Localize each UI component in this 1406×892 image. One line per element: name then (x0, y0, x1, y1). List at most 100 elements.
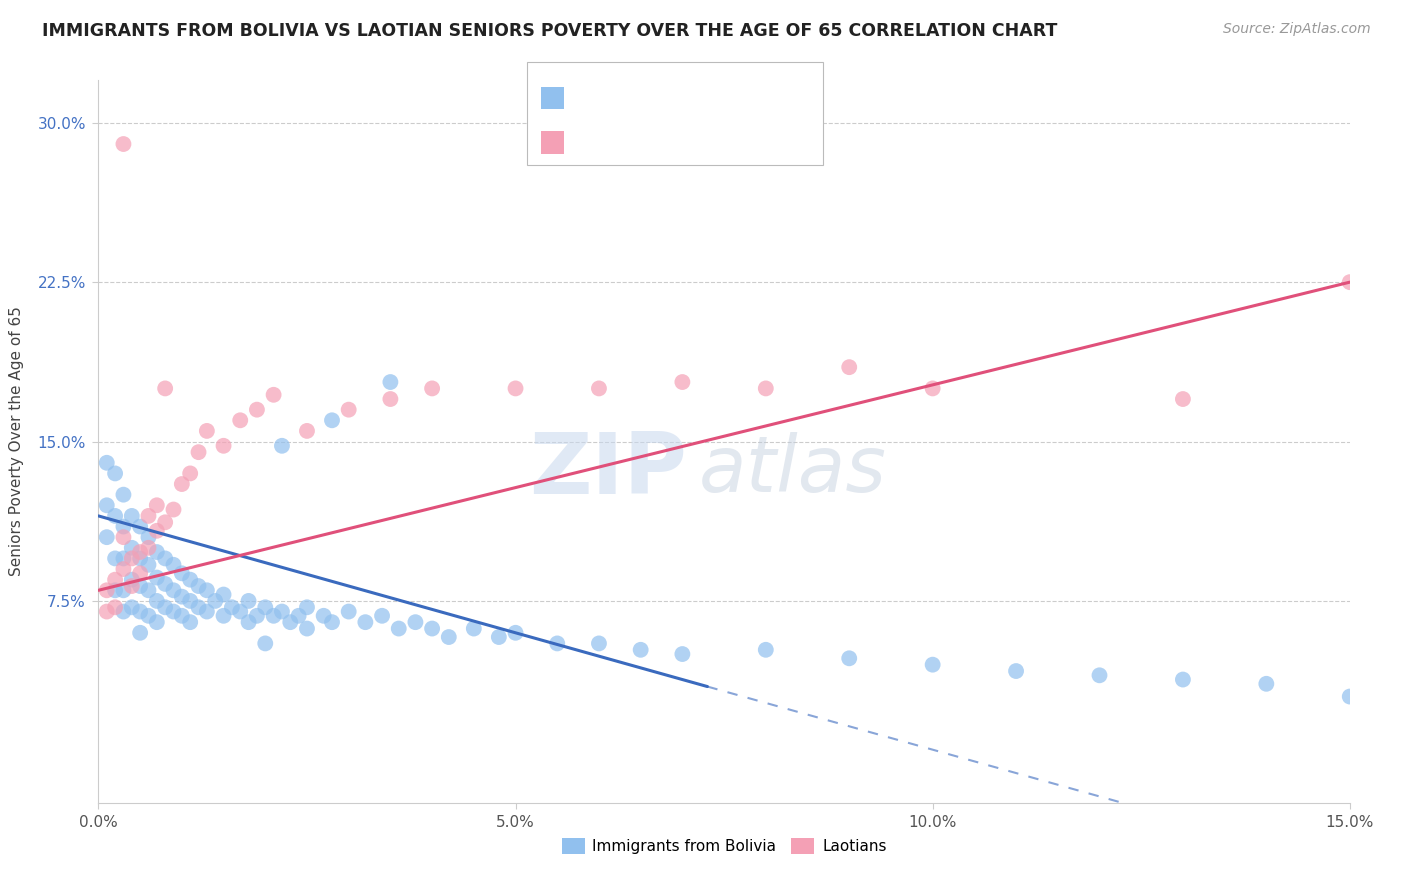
Point (755, 381, 778, 395)
Point (129, 519, 152, 533)
Point (354, 615, 377, 630)
Point (153, 551, 176, 566)
Point (112, 530, 135, 544)
Point (295, 424, 318, 438)
Point (337, 605, 360, 619)
Point (287, 608, 309, 623)
Point (437, 630, 460, 644)
Point (112, 136, 135, 151)
Point (104, 508, 127, 523)
Point (238, 615, 260, 630)
Point (588, 381, 610, 395)
Point (170, 477, 193, 491)
Point (138, 508, 160, 523)
Point (755, 642, 778, 657)
Point (838, 360, 860, 375)
Point (1171, 392, 1194, 406)
Point (112, 519, 135, 533)
Point (146, 498, 169, 512)
Point (212, 588, 235, 602)
Text: atlas: atlas (699, 433, 887, 508)
Point (221, 600, 243, 615)
Text: N =: N = (676, 134, 724, 152)
Point (129, 551, 152, 566)
Point (129, 566, 152, 581)
Point (671, 647, 693, 661)
Point (271, 439, 294, 453)
Point (96, 498, 118, 512)
Text: -0.297: -0.297 (606, 89, 665, 107)
Text: 0.308: 0.308 (606, 134, 664, 152)
Point (138, 608, 160, 623)
Point (129, 545, 152, 559)
Point (238, 594, 260, 608)
Point (295, 600, 318, 615)
Point (229, 413, 252, 427)
Point (162, 502, 184, 516)
Point (121, 573, 143, 587)
Point (204, 594, 226, 608)
Point (195, 605, 218, 619)
Point (271, 605, 294, 619)
Point (254, 600, 277, 615)
Point (337, 402, 360, 417)
Point (104, 551, 127, 566)
Point (263, 388, 285, 402)
Point (546, 636, 568, 650)
Text: IMMIGRANTS FROM BOLIVIA VS LAOTIAN SENIORS POVERTY OVER THE AGE OF 65 CORRELATIO: IMMIGRANTS FROM BOLIVIA VS LAOTIAN SENIO… (42, 22, 1057, 40)
Point (187, 445, 209, 459)
Point (121, 600, 143, 615)
Point (104, 583, 127, 598)
Text: ZIP: ZIP (529, 429, 686, 512)
Point (420, 622, 443, 636)
Point (195, 583, 218, 598)
Point (146, 545, 169, 559)
Text: N =: N = (676, 89, 724, 107)
Point (212, 608, 235, 623)
Point (112, 488, 135, 502)
Point (104, 573, 127, 587)
Point (146, 570, 169, 584)
Point (1171, 673, 1194, 687)
Point (187, 600, 209, 615)
Legend: Immigrants from Bolivia, Laotians: Immigrants from Bolivia, Laotians (555, 832, 893, 860)
Point (404, 615, 426, 630)
Point (1005, 664, 1028, 678)
Point (321, 413, 343, 427)
Point (146, 524, 169, 538)
Point (505, 381, 527, 395)
Point (420, 381, 443, 395)
Point (162, 558, 184, 572)
Point (1256, 677, 1278, 691)
Point (96, 583, 118, 598)
Point (212, 439, 235, 453)
Point (162, 605, 184, 619)
Point (129, 605, 152, 619)
Point (170, 566, 193, 581)
Point (1088, 668, 1111, 682)
Point (153, 381, 176, 395)
Point (312, 608, 335, 623)
Point (96, 605, 118, 619)
Point (138, 541, 160, 555)
Text: R =: R = (572, 89, 609, 107)
Point (371, 608, 394, 623)
Point (129, 625, 152, 640)
Point (138, 558, 160, 572)
Point (488, 630, 510, 644)
Point (129, 579, 152, 593)
Point (671, 375, 693, 389)
Text: Source: ZipAtlas.com: Source: ZipAtlas.com (1223, 22, 1371, 37)
Point (630, 642, 652, 657)
Point (179, 573, 201, 587)
Point (1339, 275, 1361, 289)
Point (121, 551, 143, 566)
Point (1339, 690, 1361, 704)
Point (463, 622, 485, 636)
Point (838, 651, 860, 665)
Point (112, 605, 135, 619)
Point (170, 590, 193, 604)
Point (138, 530, 160, 544)
Point (162, 583, 184, 598)
Point (295, 622, 318, 636)
